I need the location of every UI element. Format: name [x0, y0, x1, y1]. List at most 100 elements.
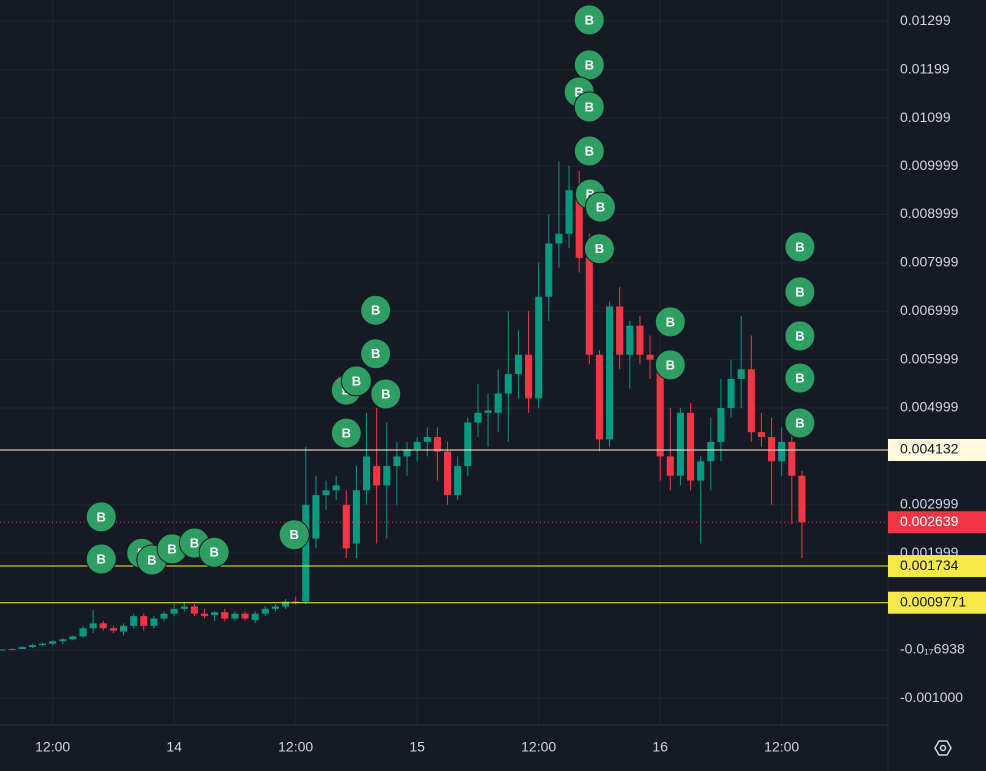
candle-body [261, 608, 269, 614]
buy-marker-label: B [97, 551, 106, 566]
candle-body [525, 354, 533, 399]
buy-marker-label: B [795, 370, 804, 385]
price-line-label-box [888, 439, 986, 462]
candle-body [464, 422, 472, 467]
buy-marker [85, 501, 117, 533]
x-tick-label: 12:00 [278, 739, 313, 755]
candle-body [130, 616, 138, 626]
buy-marker [360, 338, 392, 370]
candle-body [727, 378, 735, 408]
y-tick-label: 0.01299 [900, 12, 951, 28]
candle-body [778, 441, 786, 462]
candle-body [555, 233, 563, 244]
y-tick-label: 0.007999 [900, 254, 959, 270]
buy-marker-label: B [342, 426, 351, 441]
settings-hexagon [934, 740, 952, 756]
candle-body [49, 641, 57, 644]
candle-body [241, 613, 249, 619]
buy-marker-label: B [97, 509, 106, 524]
candle-body [251, 613, 259, 620]
candle-body [768, 437, 776, 462]
buy-marker [370, 378, 402, 410]
price-line-label-box [888, 591, 986, 614]
buy-marker-label: B [795, 328, 804, 343]
candle-body [636, 325, 644, 355]
buy-marker [573, 91, 605, 123]
candle-body [707, 441, 715, 462]
buy-marker [583, 233, 615, 265]
candle-body [59, 639, 67, 642]
buy-marker [198, 536, 230, 568]
buy-marker-label: B [666, 357, 675, 372]
candle-body [281, 601, 290, 607]
y-tick-label: 0.01199 [900, 60, 950, 76]
candle-body [585, 257, 593, 355]
candle-body [362, 456, 371, 491]
candle-body [231, 613, 239, 619]
buy-marker [573, 49, 605, 81]
price-line-label-box [888, 511, 986, 534]
candle-body [79, 628, 87, 637]
candle-body [616, 306, 624, 355]
candle-body [0, 649, 6, 651]
x-tick-label: 12:00 [35, 739, 70, 755]
price-line-label: 0.002639 [900, 513, 959, 529]
buy-marker-label: B [586, 187, 595, 202]
buy-marker-label: B [209, 545, 218, 560]
buy-marker [340, 365, 372, 397]
candle-body [221, 612, 229, 619]
x-tick-label: 12:00 [521, 739, 556, 755]
buy-marker [784, 231, 816, 263]
price-line-label: 0.0009771 [900, 593, 966, 609]
buy-marker-label: B [585, 12, 594, 27]
candle-body [150, 618, 158, 626]
candle-body [535, 296, 543, 399]
buy-marker [784, 362, 816, 394]
y-tick-label: -0.001000 [900, 689, 963, 705]
candle-body [656, 359, 664, 457]
candle-body [484, 410, 492, 413]
price-line-label: 0.004132 [900, 441, 959, 457]
candle-body [565, 190, 573, 234]
buy-marker [278, 519, 310, 551]
candle-body [474, 412, 482, 423]
buy-marker [573, 135, 605, 167]
buy-marker-label: B [371, 346, 380, 361]
candle-body [687, 412, 695, 481]
candle-body [747, 369, 755, 433]
candle-body [545, 243, 553, 297]
candle-body [393, 456, 401, 467]
price-line-label-box [888, 555, 986, 578]
buy-marker [330, 417, 362, 449]
candle-body [119, 625, 128, 632]
candle-body [676, 412, 684, 476]
x-tick-label: 14 [166, 739, 182, 755]
buy-marker [654, 306, 686, 338]
candle-body [292, 601, 300, 603]
buy-marker-label: B [352, 373, 361, 388]
candle-body [8, 649, 16, 651]
candle-body [18, 647, 26, 650]
candle-body [211, 612, 219, 616]
candle-body [383, 466, 391, 486]
buy-marker-label: B [595, 241, 604, 256]
buy-marker-label: B [666, 314, 675, 329]
candle-body [697, 461, 705, 481]
candle-body [302, 504, 310, 602]
y-tick-label: -0.0₁₇6938 [900, 641, 965, 657]
candle-body [170, 608, 178, 614]
buy-marker-label: B [596, 200, 605, 215]
buy-marker-label: B [585, 57, 594, 72]
settings-icon[interactable] [934, 740, 952, 756]
candle-body [342, 504, 350, 549]
y-tick-label: 0.006999 [900, 302, 959, 318]
buy-marker-label: B [289, 527, 298, 542]
candle-body [423, 437, 431, 442]
candle-body [433, 437, 441, 452]
candle-body [494, 393, 502, 413]
candle-body [444, 451, 452, 496]
x-tick-label: 12:00 [764, 739, 799, 755]
candle-body [332, 485, 340, 491]
